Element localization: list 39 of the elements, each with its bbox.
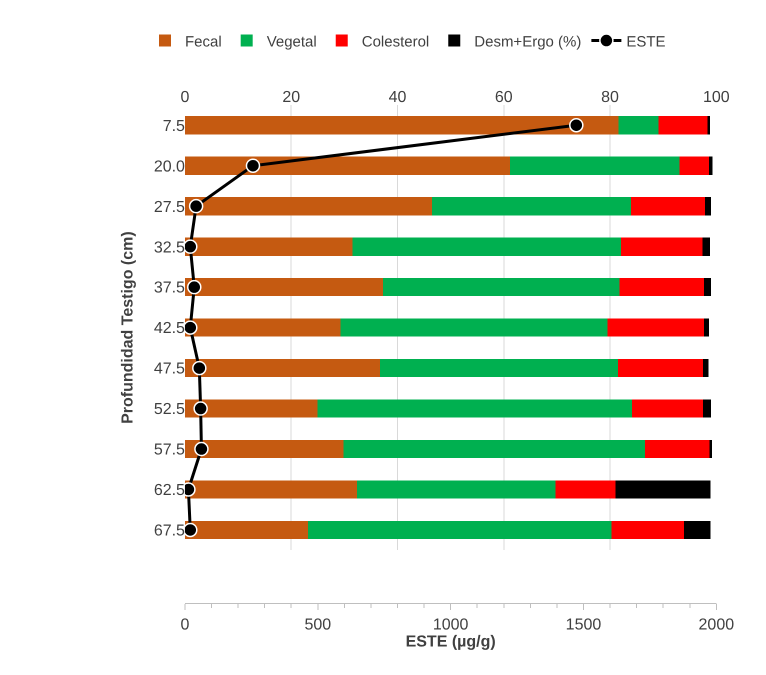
x-tick-label: 0	[180, 616, 190, 634]
point	[246, 158, 260, 173]
legend-label: Fecal	[185, 33, 222, 50]
legend-label: ESTE	[626, 33, 666, 50]
y-tick-label: 67.5	[154, 522, 186, 540]
x2-tick-label: 100	[702, 88, 730, 106]
y-tick-label: 52.5	[154, 401, 186, 418]
y-tick-label: 47.5	[154, 360, 186, 378]
point	[192, 360, 207, 376]
point	[194, 442, 209, 456]
x-tick-label: 500	[304, 616, 332, 634]
y-tick-label: 62.5	[154, 482, 186, 500]
x-tick-label: 1500	[566, 616, 602, 634]
x-tick-label: 1000	[432, 616, 469, 634]
y-tick-label: 57.5	[154, 442, 186, 459]
point	[187, 280, 202, 294]
point	[184, 239, 198, 254]
point	[184, 522, 198, 538]
y-tick-label: 42.5	[154, 320, 186, 338]
point	[184, 320, 198, 335]
point	[188, 198, 204, 214]
point	[193, 401, 208, 416]
y-axis-title: Profundidad Testigo (cm)	[120, 231, 137, 424]
x2-tick-label: 80	[601, 88, 620, 106]
x2-tick-label: 0	[180, 88, 190, 106]
x-axis-title: ESTE (µg/g)	[406, 633, 496, 650]
y-tick-label: 7.5	[162, 118, 186, 135]
x2-tick-label: 40	[388, 88, 406, 106]
y-tick-label: 32.5	[154, 239, 186, 256]
y-tick-label: 27.5	[154, 198, 186, 216]
y-tick-label: 20.0	[154, 158, 186, 176]
x2-tick-label: 60	[494, 88, 513, 106]
legend-label: Colesterol	[362, 33, 430, 50]
point	[569, 118, 584, 132]
x-tick-label: 2000	[698, 616, 734, 634]
y-tick-label: 37.5	[154, 280, 186, 297]
legend-label: Desm+Ergo (%)	[474, 33, 582, 50]
legend-label: Vegetal	[266, 33, 317, 50]
x2-tick-label: 20	[282, 88, 300, 106]
